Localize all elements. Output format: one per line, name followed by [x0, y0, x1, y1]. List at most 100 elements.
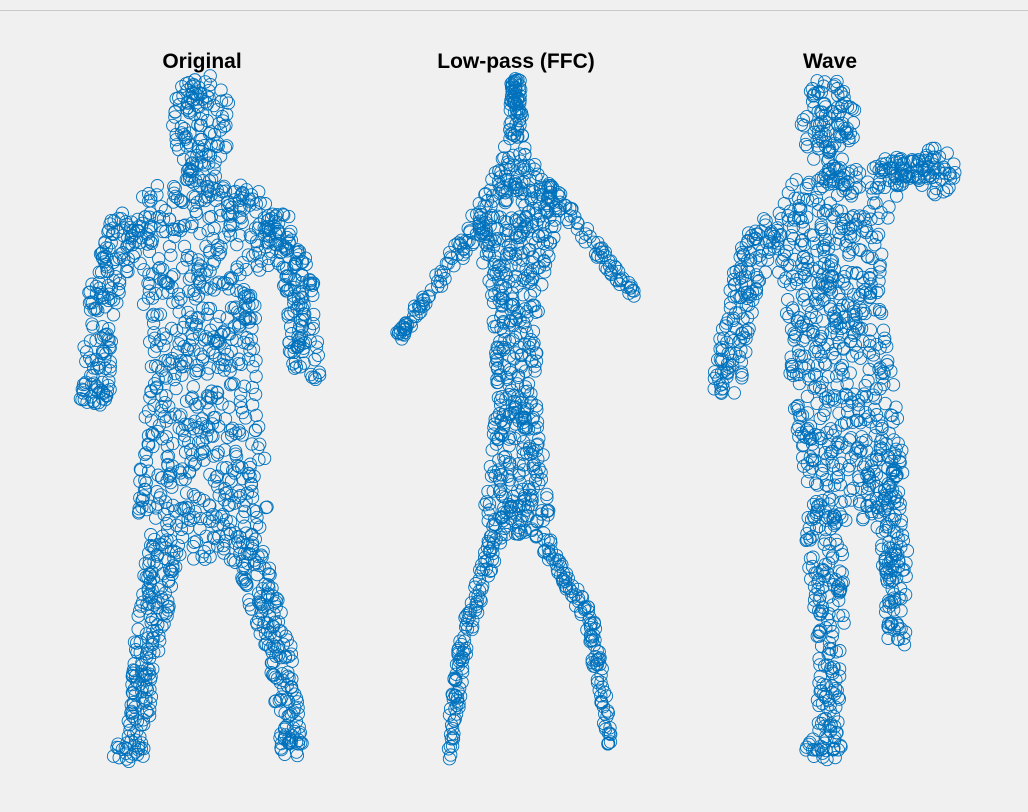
scatter-point [880, 358, 894, 372]
window-top-bar [0, 0, 1028, 11]
scatter-point [800, 526, 814, 541]
scatter-point [230, 260, 244, 274]
scatter-point [869, 382, 883, 396]
scatter-point [137, 568, 151, 583]
scatter-point [213, 203, 228, 217]
scatter-point [259, 221, 274, 235]
scatter-point [149, 623, 164, 637]
scatter-point [525, 489, 539, 503]
scatter-point [740, 262, 754, 276]
scatter-point [200, 114, 214, 128]
scatter-point [887, 587, 901, 601]
scatter-point [219, 118, 233, 133]
scatter-point [506, 494, 520, 508]
scatter-point [748, 224, 763, 238]
scatter-point [272, 257, 286, 271]
scatter-point [120, 742, 134, 756]
scatter-point [226, 463, 240, 478]
scatter-point [503, 131, 517, 146]
scatter-point [585, 653, 599, 667]
scatter-point [817, 97, 831, 112]
scatter-point [178, 353, 193, 368]
scatter-point [199, 147, 213, 161]
scatter-point [851, 398, 866, 412]
scatter-point [535, 278, 549, 292]
scatter-point [504, 89, 519, 103]
scatter-point [506, 318, 520, 332]
scatter-point [540, 504, 554, 519]
scatter-point [749, 251, 763, 265]
scatter-point [457, 630, 471, 644]
scatter-point [537, 526, 551, 540]
scatter-point [795, 215, 809, 229]
scatter-point [802, 465, 816, 479]
scatter-point [529, 354, 544, 368]
scatter-point [182, 464, 197, 479]
scatter-point [115, 206, 129, 220]
scatter-point [475, 582, 489, 596]
scatter-point [544, 544, 558, 558]
scatter-point [880, 517, 894, 531]
scatter-point [241, 352, 256, 366]
scatter-point [495, 298, 509, 312]
scatter-point [507, 159, 521, 173]
scatter-point [282, 344, 297, 358]
scatter-point [494, 279, 508, 293]
scatter-point [601, 736, 616, 750]
scatter-point [208, 410, 222, 425]
scatter-point [152, 537, 167, 551]
scatter-point [860, 224, 874, 238]
scatter-point [719, 319, 733, 333]
scatter-point [895, 443, 909, 458]
scatter-point [185, 390, 199, 404]
scatter-point [202, 91, 216, 105]
scatter-point [826, 743, 841, 757]
scatter-point [509, 183, 523, 198]
scatter-point [169, 381, 183, 396]
scatter-point [515, 410, 529, 424]
scatter-point [265, 589, 280, 603]
scatter-point [537, 253, 551, 268]
scatter-point [870, 285, 884, 300]
scatter-point [416, 299, 430, 313]
scatter-point [296, 291, 310, 305]
scatter-point [581, 604, 596, 618]
scatter-point [807, 593, 822, 607]
scatter-point [102, 322, 116, 336]
scatter-point [233, 394, 248, 408]
scatter-point [188, 397, 202, 412]
scatter-point [855, 430, 869, 444]
scatter-point [497, 151, 511, 165]
scatter-point [807, 579, 822, 594]
scatter-point [443, 245, 457, 260]
scatter-point [198, 552, 212, 566]
scatter-point [211, 238, 225, 252]
scatter-point [238, 311, 252, 326]
scatter-point [213, 123, 228, 137]
scatter-point [915, 161, 930, 175]
scatter-point [202, 498, 216, 512]
scatter-point [198, 193, 212, 208]
scatter-point [220, 311, 234, 325]
scatter-point [234, 211, 248, 225]
scatter-point [806, 509, 821, 523]
scatter-point [814, 332, 828, 346]
scatter-points-wave [707, 74, 962, 767]
scatter-point [810, 244, 824, 258]
scatter-point [489, 319, 504, 334]
scatter-point [240, 331, 254, 345]
scatter-point [879, 599, 893, 613]
scatter-point [209, 139, 224, 154]
scatter-point [466, 620, 480, 634]
panel-wave: Wave [707, 50, 962, 767]
scatter-point [245, 538, 260, 552]
scatter-point [182, 171, 197, 186]
scatter-point [168, 181, 182, 195]
scatter-point [295, 285, 309, 299]
scatter-point [224, 377, 239, 391]
scatter-point [245, 536, 260, 550]
scatter-point [223, 217, 237, 232]
scatter-point [185, 327, 199, 341]
scatter-point [552, 189, 566, 204]
scatter-point [806, 328, 820, 342]
